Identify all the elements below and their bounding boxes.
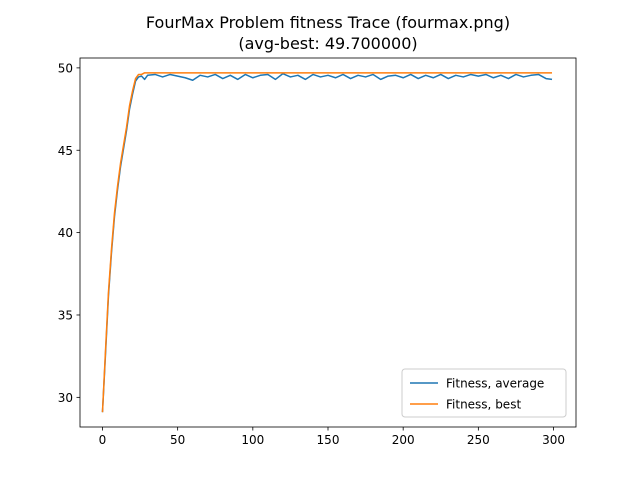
axes-layer: 0 50 100 150 200 250 300 30 35 40 45 50 <box>58 57 577 447</box>
y-tick-label: 50 <box>58 61 73 75</box>
legend-box <box>401 368 567 418</box>
x-tick-label: 50 <box>170 433 185 447</box>
x-tick-label: 100 <box>241 433 264 447</box>
chart-title-line2: (avg-best: 49.700000) <box>238 34 417 53</box>
legend-label-1: Fitness, best <box>446 398 521 412</box>
y-tick-label: 45 <box>58 144 73 158</box>
y-tick-label: 30 <box>58 391 73 405</box>
chart-title-line1: FourMax Problem fitness Trace (fourmax.p… <box>146 13 510 32</box>
x-tick-label: 200 <box>392 433 415 447</box>
legend-label-0: Fitness, average <box>446 377 544 391</box>
legend: Fitness, average Fitness, best <box>401 368 567 418</box>
y-tick-label: 40 <box>58 226 73 240</box>
y-tick-label: 35 <box>58 308 73 322</box>
series-layer <box>101 72 553 413</box>
x-tick-label: 300 <box>542 433 565 447</box>
x-tick-label: 0 <box>99 433 107 447</box>
x-tick-label: 250 <box>467 433 490 447</box>
series-line-1 <box>101 72 553 413</box>
series-line-0 <box>101 72 553 413</box>
x-tick-label: 150 <box>317 433 340 447</box>
